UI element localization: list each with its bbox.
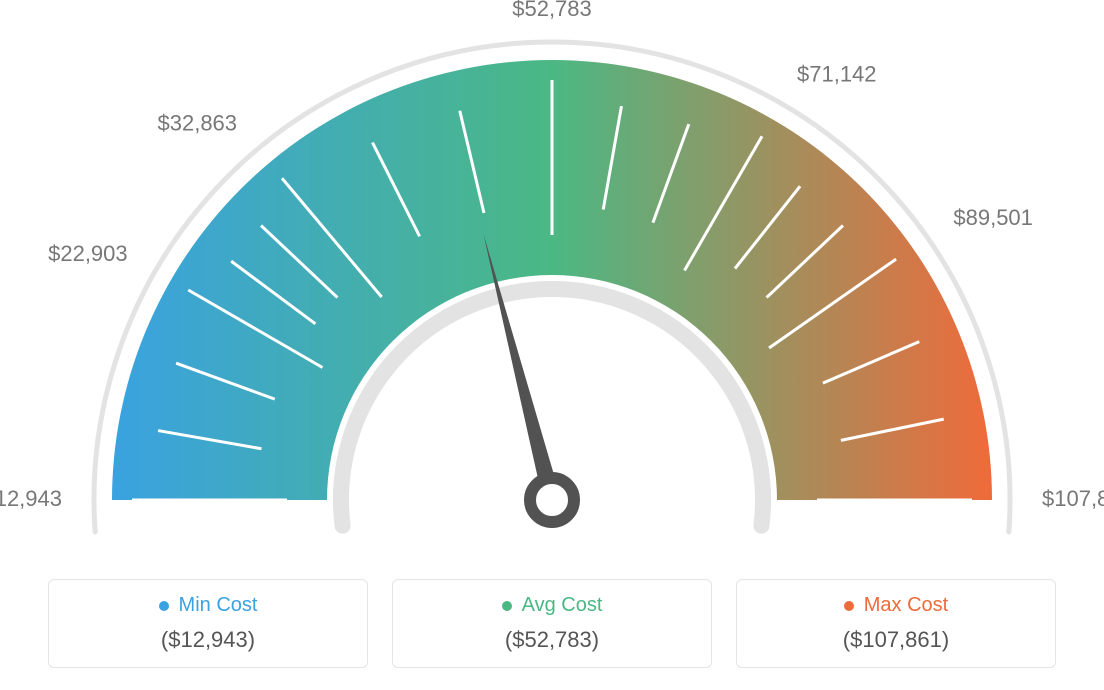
svg-text:$107,861: $107,861: [1042, 486, 1104, 511]
max-cost-dot: [844, 601, 854, 611]
max-cost-card: Max Cost ($107,861): [736, 579, 1056, 668]
max-cost-label: Max Cost: [864, 594, 948, 617]
svg-text:$32,863: $32,863: [158, 110, 238, 135]
avg-cost-dot: [502, 601, 512, 611]
avg-cost-card: Avg Cost ($52,783): [392, 579, 712, 668]
avg-cost-label: Avg Cost: [522, 594, 603, 617]
svg-text:$52,783: $52,783: [512, 0, 592, 21]
gauge-chart: $12,943 $22,903 $32,863 $52,783 $71,142 $89,5…: [0, 0, 1104, 560]
min-cost-label: Min Cost: [179, 594, 258, 617]
min-cost-card: Min Cost ($12,943): [48, 579, 368, 668]
min-cost-dot: [159, 601, 169, 611]
cost-gauge-widget: $12,943 $22,903 $32,863 $52,783 $71,142 $89,5…: [0, 0, 1104, 690]
svg-text:$22,903: $22,903: [48, 241, 128, 266]
min-cost-value: ($12,943): [59, 627, 357, 653]
svg-text:$12,943: $12,943: [0, 486, 62, 511]
legend-row: Min Cost ($12,943) Avg Cost ($52,783) Ma…: [48, 579, 1056, 668]
avg-cost-value: ($52,783): [403, 627, 701, 653]
max-cost-value: ($107,861): [747, 627, 1045, 653]
svg-text:$71,142: $71,142: [797, 61, 877, 86]
svg-text:$89,501: $89,501: [953, 205, 1033, 230]
